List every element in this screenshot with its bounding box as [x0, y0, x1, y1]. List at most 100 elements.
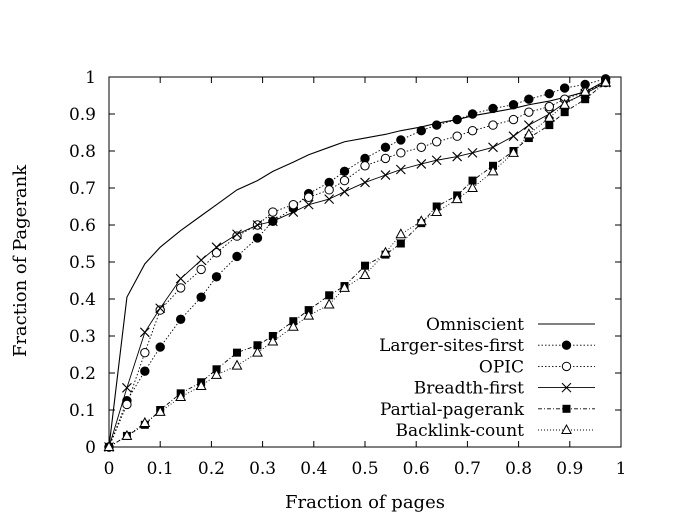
series-line: [108, 82, 606, 448]
series-breadth-first: [104, 77, 611, 452]
data-point: [175, 390, 187, 402]
data-point: [396, 135, 406, 145]
data-point: [196, 264, 206, 275]
data-point: [252, 220, 263, 230]
data-point: [600, 76, 612, 87]
x-tick-label: 0.8: [505, 459, 532, 479]
x-tick-label: 0.9: [556, 459, 583, 479]
data-point: [395, 164, 406, 175]
data-point: [323, 298, 335, 309]
data-point: [451, 193, 463, 204]
data-point: [559, 83, 570, 93]
data-point: [211, 248, 222, 258]
legend-swatch-marker: [561, 423, 572, 434]
series-larger-sites-first: [104, 74, 611, 452]
x-tick-label: 0.4: [300, 459, 327, 479]
data-point: [396, 239, 405, 248]
legend-entry: OPIC: [479, 357, 595, 377]
data-point: [468, 176, 477, 185]
data-point: [581, 95, 590, 104]
data-point: [488, 142, 498, 153]
y-tick-label: 0.8: [69, 142, 96, 162]
x-tick-label: 0.2: [198, 459, 225, 479]
data-point: [288, 207, 299, 217]
y-tick-label: 0.5: [69, 253, 96, 273]
legend-swatch-marker: [561, 361, 572, 372]
data-point: [139, 327, 150, 338]
data-point: [416, 159, 427, 169]
data-point: [467, 125, 478, 136]
legend-label: Backlink-count: [395, 421, 524, 441]
legend-swatch-marker: [561, 340, 572, 350]
data-point: [196, 255, 207, 266]
data-point: [175, 273, 186, 284]
data-point: [139, 416, 151, 427]
data-point: [303, 309, 315, 320]
legend-entry: Breadth-first: [414, 379, 595, 399]
data-point: [524, 94, 534, 104]
data-point: [196, 292, 206, 302]
data-point: [543, 111, 555, 122]
legend-label: Partial-pagerank: [380, 400, 525, 420]
data-point: [380, 170, 391, 180]
y-tick-label: 0.1: [69, 401, 96, 421]
series-line: [108, 80, 606, 448]
data-point: [267, 216, 278, 227]
series-line: [108, 82, 606, 448]
data-point: [508, 131, 519, 142]
data-point: [339, 175, 350, 186]
data-point: [416, 125, 427, 136]
data-point: [339, 281, 350, 292]
data-point: [339, 166, 350, 177]
data-point: [488, 103, 498, 114]
data-point: [488, 120, 498, 130]
data-point: [396, 148, 406, 158]
data-point: [380, 142, 391, 153]
data-point: [211, 368, 222, 379]
data-point: [467, 181, 478, 192]
x-tick-label: 1: [616, 459, 627, 479]
y-tick-label: 0.4: [69, 290, 96, 310]
series-backlink-count: [103, 76, 612, 451]
series-omniscient: [108, 80, 606, 448]
legend-entry: Partial-pagerank: [380, 400, 595, 420]
data-point: [303, 192, 314, 202]
data-point: [303, 199, 314, 210]
data-point: [233, 348, 241, 357]
y-tick-label: 0.7: [69, 179, 96, 199]
data-point: [324, 194, 335, 204]
data-point: [154, 405, 166, 416]
data-point: [544, 101, 555, 112]
y-tick-label: 1: [85, 68, 96, 88]
y-tick-label: 0.2: [69, 364, 96, 384]
data-point: [545, 121, 554, 130]
data-point: [395, 228, 407, 239]
data-point: [431, 205, 443, 217]
series-line: [108, 82, 606, 448]
data-point: [140, 347, 150, 358]
data-point: [508, 100, 519, 110]
legend-label: OPIC: [479, 357, 524, 377]
data-point: [231, 359, 243, 370]
data-point: [121, 429, 133, 440]
legend: OmniscientLarger-sites-firstOPICBreadth-…: [379, 315, 595, 441]
data-point: [252, 346, 263, 357]
data-point: [175, 314, 186, 325]
x-tick-label: 0.3: [249, 459, 276, 479]
data-point: [175, 283, 186, 293]
data-point: [523, 120, 534, 130]
y-axis-label: Fraction of Pagerank: [10, 164, 31, 357]
data-point: [467, 147, 478, 158]
legend-label: Breadth-first: [414, 379, 524, 399]
data-point: [452, 114, 462, 125]
data-point: [232, 231, 242, 241]
legend-label: Larger-sites-first: [379, 336, 524, 356]
data-point: [360, 177, 370, 188]
legend-entry: Backlink-count: [395, 421, 595, 441]
data-point: [487, 165, 499, 176]
data-point: [360, 161, 370, 171]
data-point: [415, 215, 427, 226]
data-point: [559, 98, 571, 109]
